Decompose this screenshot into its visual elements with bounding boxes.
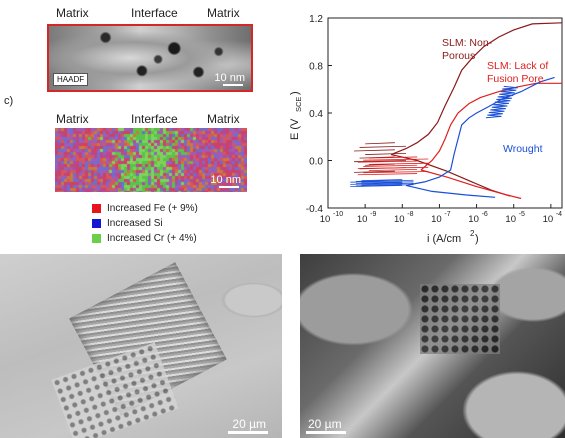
x-tick-exponent: -4: [556, 211, 562, 218]
x-tick-exponent: -10: [333, 211, 343, 218]
panel-b-scale-label: 10 nm: [214, 72, 245, 84]
y-axis-label-sub: SCE: [294, 97, 303, 112]
panel-c-label-matrix-left: Matrix: [56, 112, 89, 126]
x-axis-label: i (A/cm: [427, 233, 461, 245]
x-tick-label: 10: [357, 214, 368, 225]
x-tick-label: 10: [505, 214, 516, 225]
annotation-slm-lof-1: SLM: Lack of: [487, 60, 548, 72]
transient-spike: [365, 143, 395, 144]
x-tick-exponent: -8: [407, 211, 413, 218]
annotation-wrought: Wrought: [503, 143, 543, 155]
wrought-oscillation: [486, 86, 518, 117]
sem-image-left: 20 µm: [0, 254, 282, 438]
x-tick-label: 10: [320, 214, 331, 225]
legend-swatch-si: [92, 219, 101, 228]
sem-pit-lower: [51, 342, 178, 438]
transient-spike: [369, 169, 417, 170]
series-line-anodic-1: [421, 83, 562, 170]
x-tick-exponent: -7: [444, 211, 450, 218]
transient-spike: [369, 163, 428, 164]
series-line-cathodic-0: [391, 155, 510, 197]
panel-c-scale-bar: [219, 186, 239, 188]
panel-e-scale-label: 20 µm: [308, 417, 342, 431]
x-tick-label: 10: [468, 214, 479, 225]
x-tick-label: 10: [543, 214, 554, 225]
panel-c-scale-label: 10 nm: [210, 174, 241, 186]
y-tick-label: 1.2: [309, 14, 323, 25]
panel-c-label-matrix-right: Matrix: [207, 112, 240, 126]
sem-image-right: 20 µm: [300, 254, 565, 438]
haadf-badge: HAADF: [53, 73, 88, 86]
annotation-slm-lof-2: Fusion Pore: [487, 73, 544, 85]
x-tick-exponent: -6: [482, 211, 488, 218]
transient-spike: [354, 150, 395, 151]
panel-c-letter: c): [4, 95, 13, 107]
legend-item-cr: Increased Cr (+ 4%): [92, 231, 198, 246]
panel-b-label-matrix-left: Matrix: [56, 6, 89, 20]
sem-dimples: [420, 284, 500, 354]
y-tick-label: 0.4: [309, 109, 323, 120]
panel-b-scale-bar: [223, 84, 243, 86]
y-axis-label-tail: ): [289, 91, 301, 95]
legend-item-fe: Increased Fe (+ 9%): [92, 201, 198, 216]
transient-spike: [360, 146, 406, 147]
x-tick-label: 10: [394, 214, 405, 225]
x-tick-exponent: -9: [370, 211, 376, 218]
legend-label-si: Increased Si: [107, 218, 163, 229]
series-line-anodic-2: [406, 77, 555, 185]
annotation-slm-nonporous-1: SLM: Non-: [442, 37, 493, 49]
polarization-chart: 1.20.80.40.0-0.410 -10 10 -9 10 -8 10 -7 10 -6 10-…: [284, 0, 565, 250]
panel-d-scale-bar: [228, 431, 268, 434]
panel-b-label-matrix-right: Matrix: [207, 6, 240, 20]
transient-spike: [358, 174, 417, 175]
transient-spike: [365, 153, 406, 154]
legend-item-si: Increased Si: [92, 216, 198, 231]
transient-spike: [363, 159, 428, 160]
y-axis-label: E (V: [289, 118, 301, 140]
series-line-cathodic-1: [421, 170, 521, 199]
legend-swatch-cr: [92, 234, 101, 243]
annotation-slm-nonporous-2: Porous: [442, 50, 475, 62]
panel-e-scale-bar: [306, 431, 346, 434]
eds-legend: Increased Fe (+ 9%) Increased Si Increas…: [92, 201, 198, 246]
legend-swatch-fe: [92, 204, 101, 213]
legend-label-fe: Increased Fe (+ 9%): [107, 203, 198, 214]
x-tick-label: 10: [431, 214, 442, 225]
legend-label-cr: Increased Cr (+ 4%): [107, 233, 197, 244]
panel-d-scale-label: 20 µm: [232, 417, 266, 431]
panel-c-label-interface: Interface: [131, 112, 178, 126]
series-line-cathodic-2: [406, 185, 495, 197]
x-axis-label-tail: ): [475, 233, 479, 245]
panel-b-label-interface: Interface: [131, 6, 178, 20]
transient-spike: [363, 165, 417, 166]
y-tick-label: 0.0: [309, 157, 323, 168]
eds-map: 10 nm: [55, 128, 247, 192]
y-tick-label: 0.8: [309, 62, 323, 73]
x-tick-exponent: -5: [519, 211, 525, 218]
haadf-image: HAADF 10 nm: [47, 24, 253, 92]
